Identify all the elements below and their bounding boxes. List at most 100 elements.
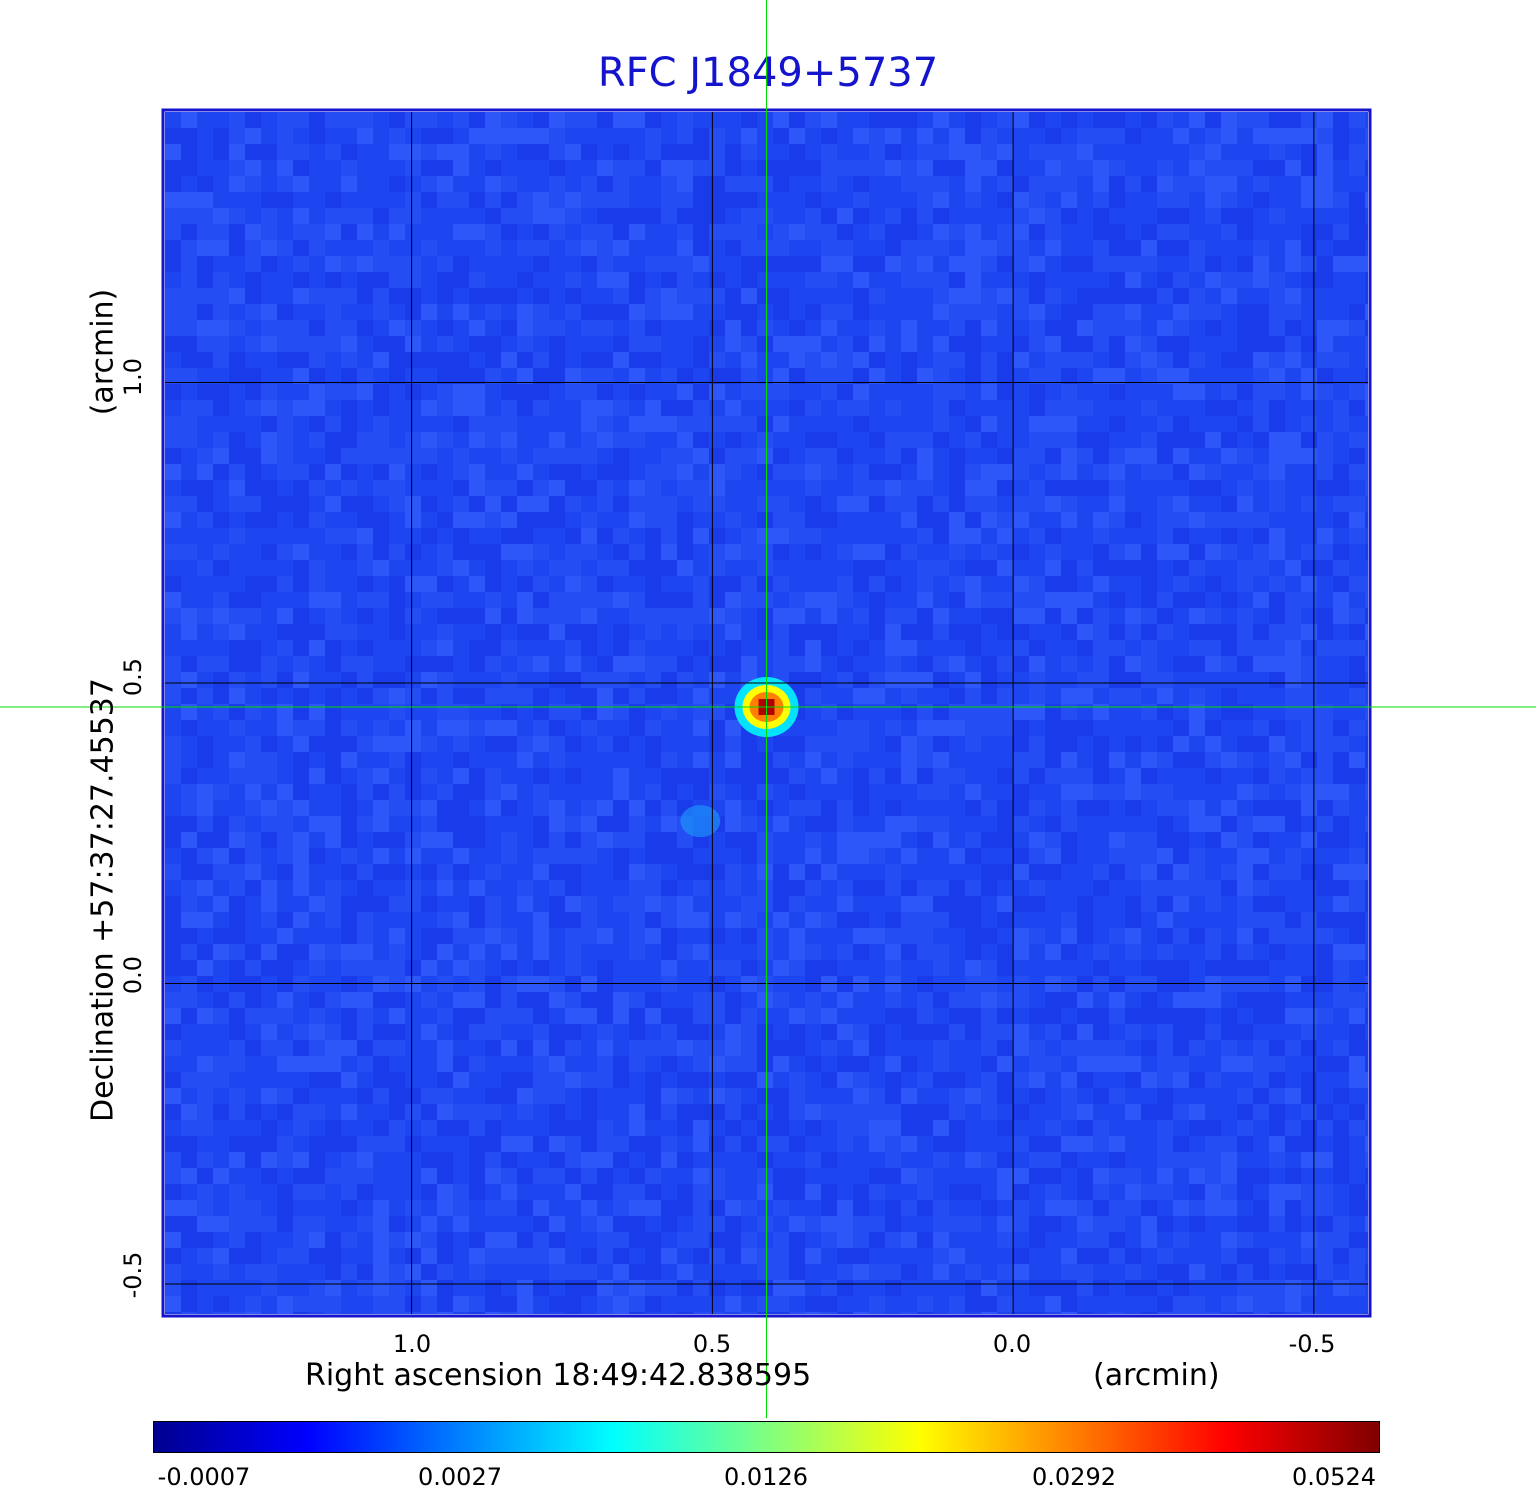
noise-cell [373, 304, 389, 320]
noise-cell [885, 1152, 901, 1168]
noise-cell [1013, 752, 1029, 768]
y-axis-unit: (arcmin) [85, 288, 121, 416]
noise-cell [981, 992, 997, 1008]
noise-cell [1365, 1264, 1368, 1280]
noise-cell [453, 912, 469, 928]
noise-cell [533, 976, 549, 992]
noise-cell [261, 816, 277, 832]
noise-cell [997, 704, 1013, 720]
noise-cell [533, 1248, 549, 1264]
noise-cell [741, 848, 757, 864]
noise-cell [197, 208, 213, 224]
noise-cell [1205, 896, 1221, 912]
noise-cell [229, 832, 245, 848]
noise-cell [453, 352, 469, 368]
noise-cell [1285, 624, 1301, 640]
noise-cell [805, 160, 821, 176]
noise-cell [1013, 800, 1029, 816]
noise-cell [965, 992, 981, 1008]
noise-cell [933, 1248, 949, 1264]
noise-cell [453, 720, 469, 736]
noise-cell [261, 192, 277, 208]
noise-cell [1285, 560, 1301, 576]
noise-cell [869, 432, 885, 448]
noise-cell [1045, 736, 1061, 752]
noise-cell [469, 896, 485, 912]
noise-cell [1205, 992, 1221, 1008]
noise-cell [1269, 672, 1285, 688]
noise-cell [1301, 800, 1317, 816]
noise-cell [741, 544, 757, 560]
noise-cell [725, 1056, 741, 1072]
noise-cell [469, 1008, 485, 1024]
noise-cell [597, 1072, 613, 1088]
noise-cell [1013, 224, 1029, 240]
noise-cell [517, 384, 533, 400]
noise-cell [485, 608, 501, 624]
noise-cell [309, 592, 325, 608]
noise-cell [373, 1200, 389, 1216]
noise-cell [1029, 768, 1045, 784]
noise-cell [1221, 352, 1237, 368]
noise-cell [933, 784, 949, 800]
noise-cell [869, 1296, 885, 1312]
y-tick-label: 0.5 [119, 657, 147, 697]
noise-cell [453, 384, 469, 400]
noise-cell [181, 880, 197, 896]
noise-cell [853, 912, 869, 928]
noise-cell [725, 1040, 741, 1056]
noise-cell [1365, 256, 1368, 272]
noise-cell [373, 960, 389, 976]
noise-cell [1205, 880, 1221, 896]
noise-cell [1013, 656, 1029, 672]
noise-cell [581, 1136, 597, 1152]
noise-cell [917, 1008, 933, 1024]
noise-cell [1333, 240, 1349, 256]
noise-cell [325, 1232, 341, 1248]
noise-cell [725, 608, 741, 624]
noise-cell [229, 1088, 245, 1104]
noise-cell [757, 944, 773, 960]
noise-cell [789, 960, 805, 976]
noise-cell [1253, 1248, 1269, 1264]
noise-cell [549, 1072, 565, 1088]
noise-cell [1349, 304, 1365, 320]
noise-cell [469, 1312, 485, 1314]
noise-cell [1141, 352, 1157, 368]
noise-cell [613, 1232, 629, 1248]
noise-cell [437, 1088, 453, 1104]
noise-cell [1269, 1120, 1285, 1136]
noise-cell [197, 800, 213, 816]
noise-cell [1013, 192, 1029, 208]
noise-cell [1253, 384, 1269, 400]
noise-cell [1061, 656, 1077, 672]
noise-cell [661, 496, 677, 512]
noise-cell [1109, 656, 1125, 672]
noise-cell [757, 208, 773, 224]
noise-cell [1029, 848, 1045, 864]
noise-cell [1237, 880, 1253, 896]
noise-cell [357, 528, 373, 544]
noise-cell [1317, 944, 1333, 960]
noise-cell [1237, 736, 1253, 752]
noise-cell [1125, 1248, 1141, 1264]
noise-cell [965, 784, 981, 800]
noise-cell [309, 1168, 325, 1184]
noise-cell [725, 176, 741, 192]
noise-cell [869, 1024, 885, 1040]
noise-cell [373, 272, 389, 288]
noise-cell [725, 1248, 741, 1264]
noise-cell [869, 880, 885, 896]
noise-cell [1061, 352, 1077, 368]
noise-cell [693, 288, 709, 304]
noise-cell [885, 816, 901, 832]
noise-cell [597, 688, 613, 704]
noise-cell [869, 1184, 885, 1200]
noise-cell [181, 160, 197, 176]
noise-cell [485, 864, 501, 880]
noise-cell [517, 992, 533, 1008]
noise-cell [261, 800, 277, 816]
noise-cell [1077, 128, 1093, 144]
noise-cell [981, 560, 997, 576]
noise-cell [373, 848, 389, 864]
